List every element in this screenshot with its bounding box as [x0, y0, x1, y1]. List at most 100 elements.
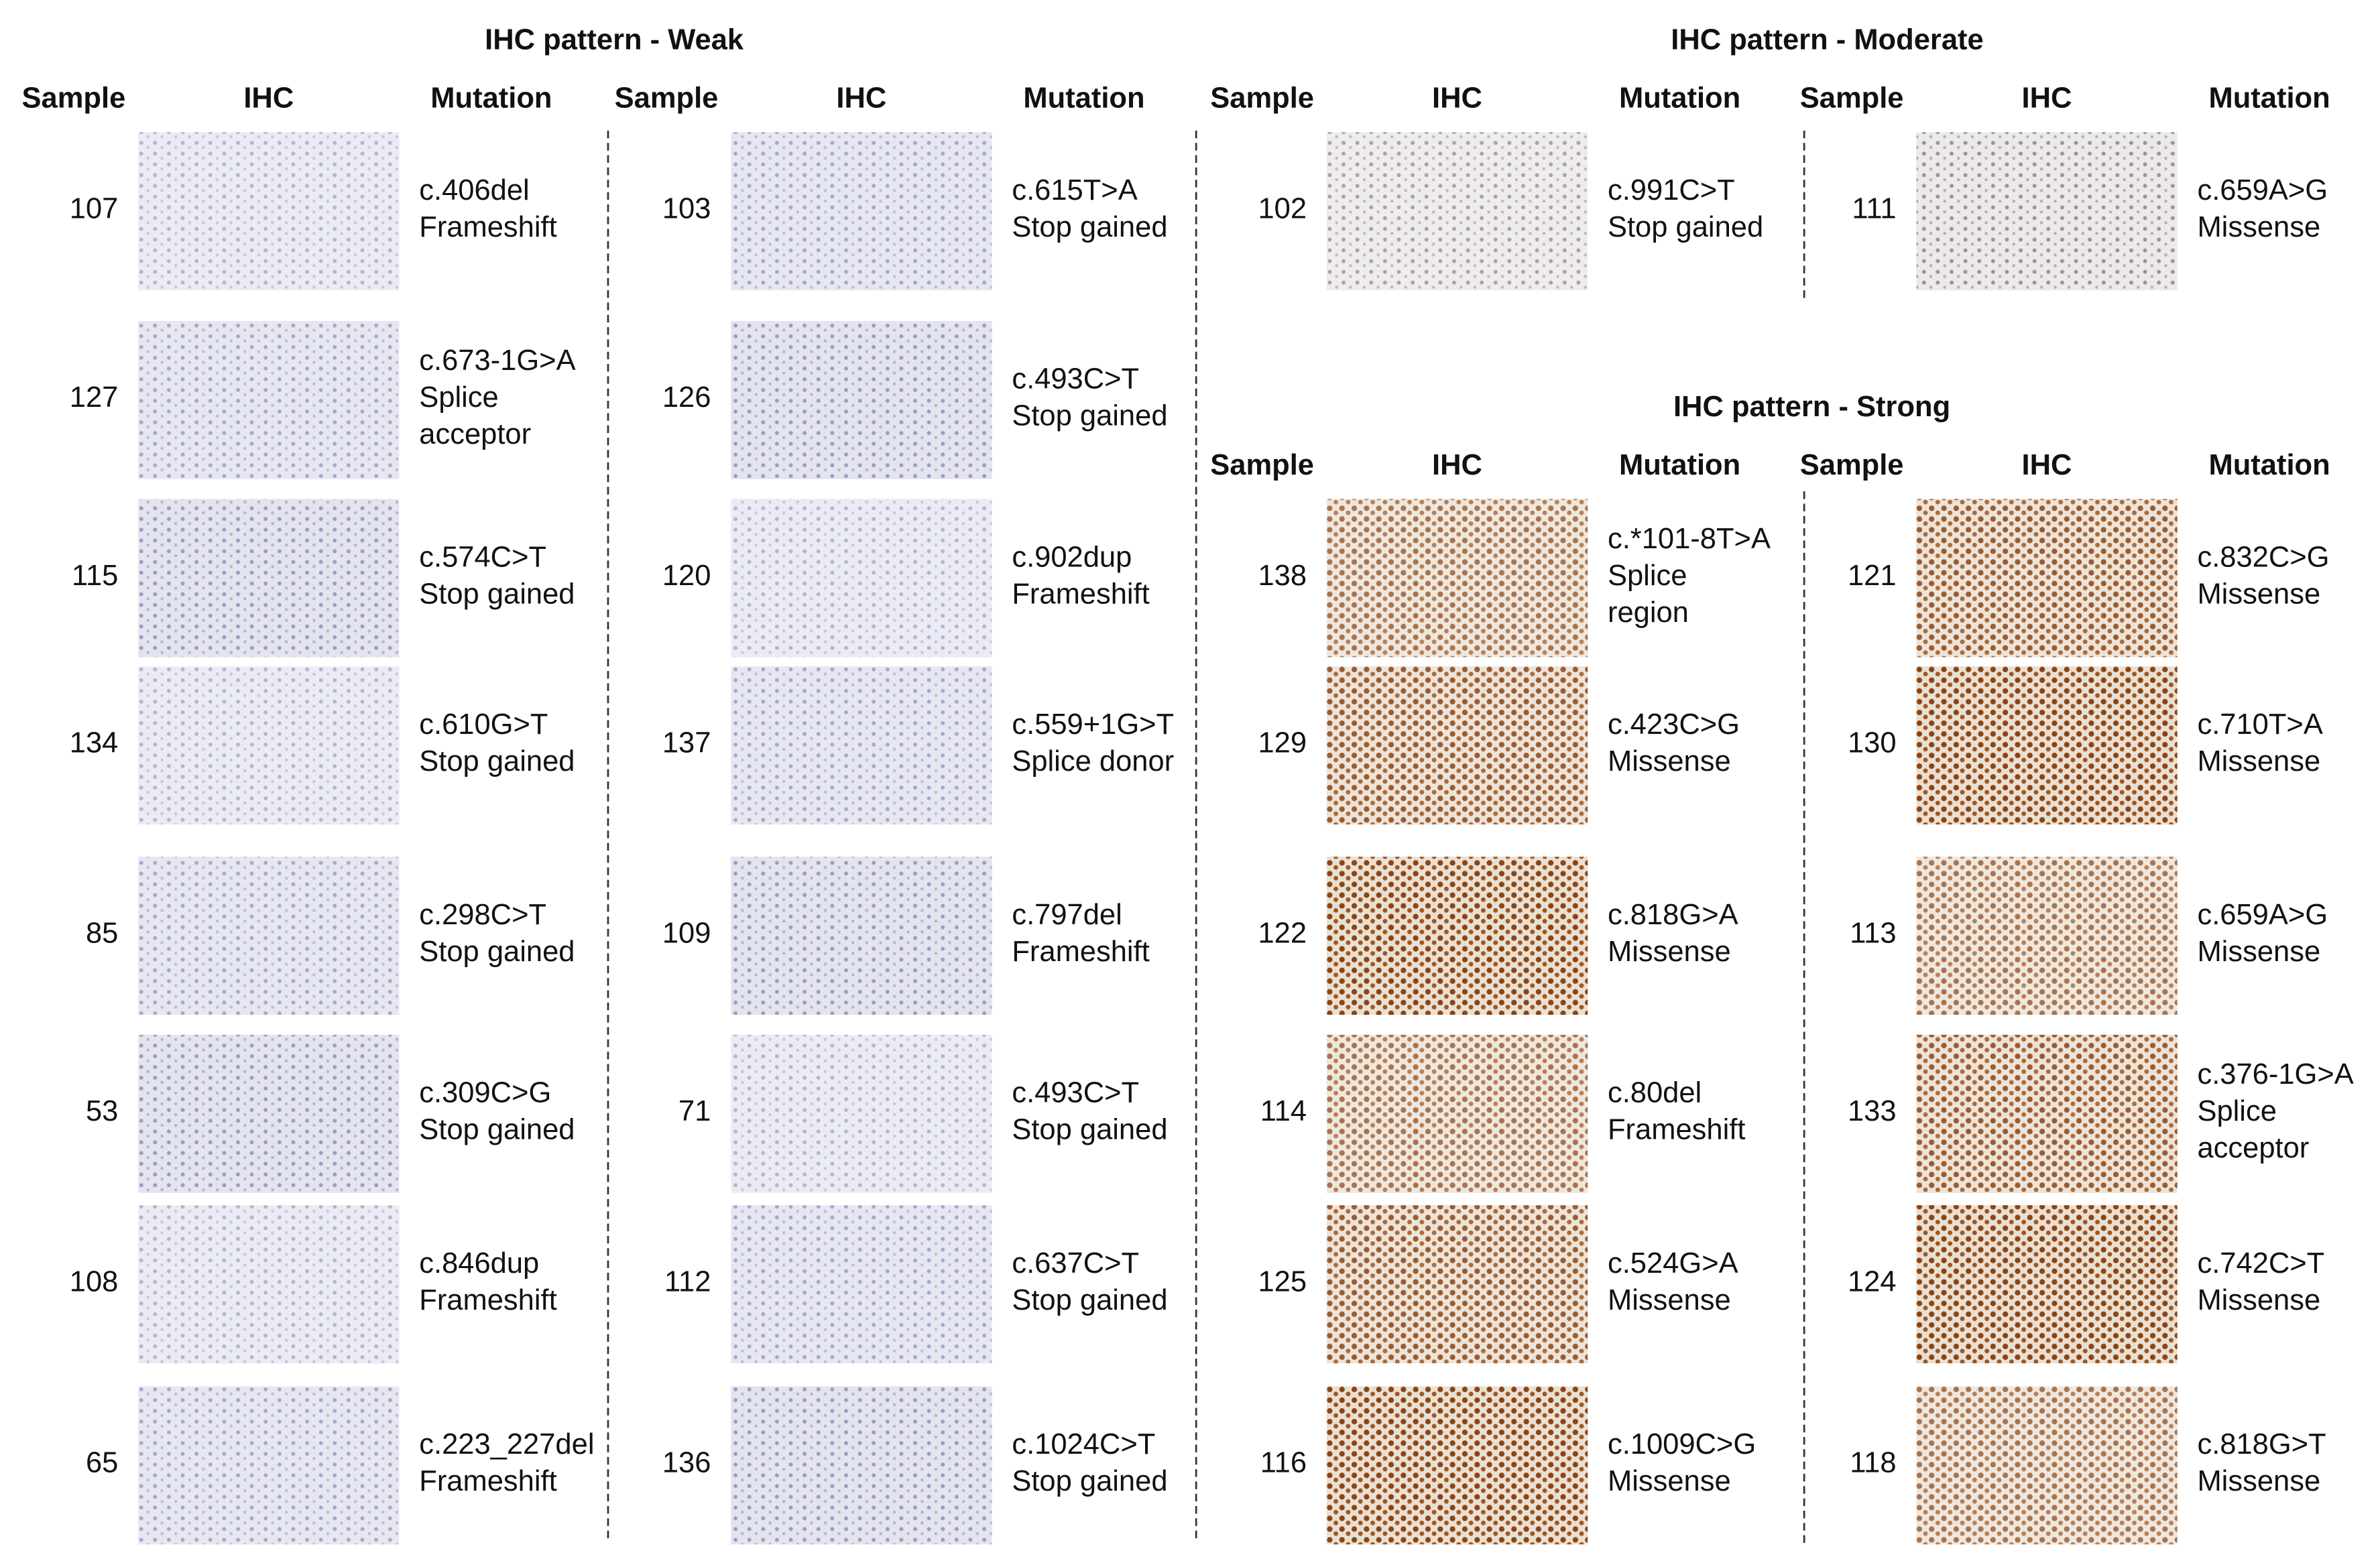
- mutation-text: c.493C>T: [1012, 1077, 1139, 1109]
- ihc-image: [731, 320, 992, 479]
- mutation-text: Stop gained: [419, 745, 575, 777]
- sample-id: 111: [1852, 193, 1896, 225]
- mutation-text: c.423C>G: [1608, 708, 1740, 741]
- mutation-text: Stop gained: [1012, 1114, 1167, 1146]
- ihc-image: [731, 666, 992, 825]
- ihc-image: [138, 1386, 400, 1545]
- mutation-text: Missense: [1608, 1284, 1731, 1316]
- mutation-text: Missense: [2197, 211, 2320, 243]
- sample-id: 133: [1848, 1095, 1897, 1127]
- column-header: Sample: [1210, 82, 1314, 115]
- sample-id: 71: [678, 1095, 711, 1127]
- sample-id: 137: [662, 727, 711, 759]
- column-header: Sample: [22, 82, 126, 115]
- mutation-text: acceptor: [2197, 1132, 2309, 1164]
- mutation-text: Splice: [1608, 560, 1687, 592]
- mutation-text: c.298C>T: [419, 899, 546, 931]
- mutation-text: Frameshift: [419, 1465, 556, 1497]
- ihc-image: [1916, 499, 2178, 658]
- column-header: Mutation: [1619, 449, 1740, 481]
- mutation-text: c.*101-8T>A: [1608, 523, 1771, 555]
- sample-id: 118: [1850, 1447, 1896, 1479]
- ihc-image: [1326, 132, 1588, 291]
- mutation-text: Missense: [1608, 745, 1731, 777]
- sample-id: 108: [70, 1265, 119, 1298]
- sample-id: 112: [664, 1265, 711, 1298]
- mutation-text: Missense: [1608, 936, 1731, 968]
- ihc-image: [1916, 857, 2178, 1015]
- ihc-image: [731, 1034, 992, 1193]
- sample-id: 85: [86, 918, 118, 950]
- sample-id: 129: [1258, 727, 1307, 759]
- column-header: Sample: [1800, 449, 1904, 481]
- mutation-text: c.80del: [1608, 1077, 1702, 1109]
- mutation-text: Missense: [2197, 745, 2320, 777]
- mutation-text: c.610G>T: [419, 708, 548, 741]
- mutation-text: c.902dup: [1012, 541, 1132, 573]
- mutation-text: acceptor: [419, 418, 531, 450]
- sample-id: 115: [72, 560, 118, 592]
- mutation-text: c.659A>G: [2197, 174, 2328, 206]
- ihc-image: [731, 132, 992, 291]
- ihc-image: [731, 1386, 992, 1545]
- ihc-image: [138, 499, 400, 658]
- section-title: IHC pattern - Weak: [485, 24, 744, 56]
- mutation-text: Stop gained: [1608, 211, 1763, 243]
- mutation-text: c.832C>G: [2197, 541, 2329, 573]
- mutation-text: c.673-1G>A: [419, 345, 575, 377]
- ihc-image: [138, 666, 400, 825]
- mutation-text: Frameshift: [1012, 936, 1149, 968]
- mutation-text: c.406del: [419, 174, 529, 206]
- mutation-text: c.1009C>G: [1608, 1428, 1756, 1460]
- ihc-image: [1326, 666, 1588, 825]
- sample-id: 107: [70, 193, 119, 225]
- ihc-image: [1326, 1205, 1588, 1364]
- mutation-text: c.818G>A: [1608, 899, 1738, 931]
- mutation-text: Stop gained: [419, 936, 575, 968]
- mutation-text: Stop gained: [419, 578, 575, 610]
- mutation-text: c.846dup: [419, 1247, 539, 1279]
- column-header: IHC: [1432, 449, 1482, 481]
- ihc-image: [138, 320, 400, 479]
- mutation-text: c.797del: [1012, 899, 1122, 931]
- mutation-text: c.376-1G>A: [2197, 1058, 2353, 1090]
- column-header: IHC: [243, 82, 294, 115]
- sample-id: 127: [70, 381, 119, 414]
- ihc-image: [731, 857, 992, 1015]
- column-header: Mutation: [430, 82, 552, 115]
- section-title: IHC pattern - Strong: [1673, 391, 1950, 423]
- mutation-text: Splice: [419, 381, 498, 414]
- mutation-text: c.710T>A: [2197, 708, 2322, 741]
- ihc-image: [1916, 1034, 2178, 1193]
- mutation-text: c.1024C>T: [1012, 1428, 1155, 1460]
- sample-id: 120: [662, 560, 711, 592]
- mutation-text: c.223_227del: [419, 1428, 594, 1460]
- mutation-text: c.742C>T: [2197, 1247, 2324, 1279]
- mutation-text: Missense: [2197, 1465, 2320, 1497]
- mutation-text: c.637C>T: [1012, 1247, 1139, 1279]
- sample-id: 122: [1258, 918, 1307, 950]
- mutation-text: Stop gained: [419, 1114, 575, 1146]
- mutation-text: Missense: [1608, 1465, 1731, 1497]
- ihc-image: [1916, 132, 2178, 291]
- sample-id: 102: [1258, 193, 1307, 225]
- sample-id: 109: [662, 918, 711, 950]
- ihc-image: [138, 132, 400, 291]
- sample-id: 136: [662, 1447, 711, 1479]
- ihc-image: [138, 1205, 400, 1364]
- ihc-image: [1326, 857, 1588, 1015]
- mutation-text: c.524G>A: [1608, 1247, 1738, 1279]
- sample-id: 65: [86, 1447, 118, 1479]
- sample-id: 126: [662, 381, 711, 414]
- column-header: IHC: [1432, 82, 1482, 115]
- mutation-text: c.991C>T: [1608, 174, 1735, 206]
- sample-id: 124: [1848, 1265, 1897, 1298]
- mutation-text: Splice donor: [1012, 745, 1174, 777]
- mutation-text: Frameshift: [419, 211, 556, 243]
- column-header: Mutation: [1023, 82, 1144, 115]
- mutation-text: Frameshift: [419, 1284, 556, 1316]
- section-title: IHC pattern - Moderate: [1671, 24, 1983, 56]
- column-header: Sample: [615, 82, 719, 115]
- column-header: IHC: [2022, 449, 2072, 481]
